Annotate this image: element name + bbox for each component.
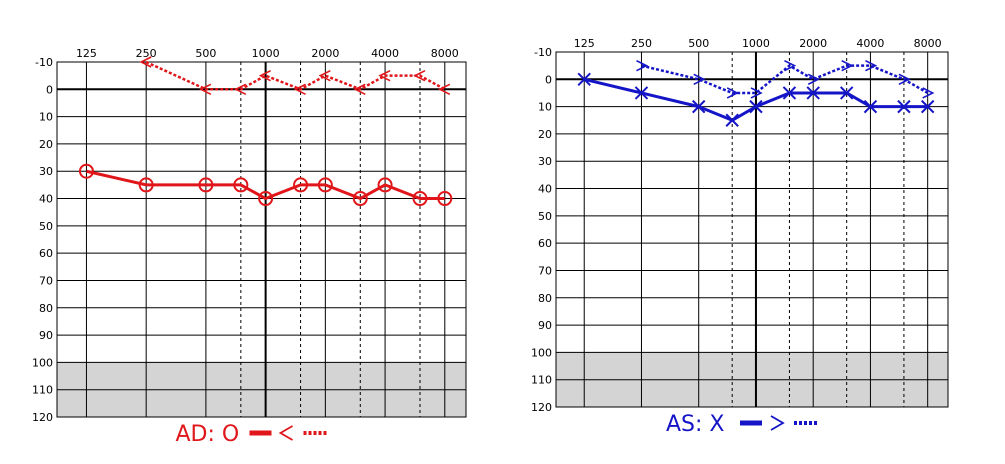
bone-marker-left bbox=[139, 56, 152, 68]
y-tick-label: 10 bbox=[39, 111, 53, 124]
y-tick-label: -10 bbox=[35, 56, 53, 69]
y-tick-label: 60 bbox=[39, 247, 53, 260]
bone-marker-left bbox=[318, 69, 331, 82]
bone-marker-right bbox=[784, 59, 797, 72]
y-tick-label: 70 bbox=[39, 274, 53, 287]
air-marker-circle bbox=[437, 191, 453, 207]
y-tick-label: 30 bbox=[39, 165, 53, 178]
y-tick-label: 10 bbox=[538, 101, 552, 114]
y-tick-label: 80 bbox=[538, 292, 552, 305]
y-tick-label: 60 bbox=[538, 237, 552, 250]
bone-marker-left bbox=[293, 83, 306, 96]
air-marker-x bbox=[634, 86, 649, 100]
y-tick-label: 70 bbox=[538, 264, 552, 277]
y-tick-label: 110 bbox=[531, 374, 552, 387]
bone-marker-left bbox=[353, 83, 366, 96]
air-marker-circle bbox=[198, 177, 214, 193]
bone-marker-right bbox=[750, 87, 763, 99]
air-marker-x bbox=[920, 99, 935, 114]
bone-marker-left bbox=[438, 83, 451, 96]
y-tick-label: 100 bbox=[531, 346, 552, 359]
x-tick-label: 2000 bbox=[799, 37, 827, 50]
bone-marker-right bbox=[922, 87, 935, 99]
air-marker-x bbox=[863, 99, 878, 114]
bone-marker-right bbox=[693, 73, 706, 86]
audiogram-right-ear: -10 0 10 20 30 40 50 60 70 80 90 100 110 120 125 250 500… bbox=[32, 47, 467, 447]
air-marker-x bbox=[839, 86, 854, 100]
y-tick-label: 50 bbox=[39, 220, 53, 233]
y-tick-label: 40 bbox=[39, 193, 53, 206]
x-tick-label: 8000 bbox=[431, 47, 459, 60]
x-tick-label: 500 bbox=[195, 47, 216, 60]
y-tick-label: 0 bbox=[545, 73, 552, 86]
air-conduction-line bbox=[86, 169, 445, 201]
air-marker-circle bbox=[377, 177, 393, 193]
air-marker-x bbox=[897, 99, 911, 114]
y-tick-label: 40 bbox=[538, 183, 552, 196]
y-tick-label: -10 bbox=[534, 46, 552, 59]
y-tick-label: 120 bbox=[32, 411, 53, 424]
x-tick-label: 1000 bbox=[252, 47, 280, 60]
legend-bone-marker bbox=[770, 415, 785, 431]
air-marker-x bbox=[577, 72, 591, 87]
air-marker-circle bbox=[138, 177, 154, 193]
y-tick-label: 100 bbox=[32, 356, 53, 369]
air-marker-x bbox=[782, 86, 797, 100]
x-tick-label: 4000 bbox=[856, 37, 884, 50]
bone-marker-right bbox=[865, 59, 878, 72]
bone-conduction-line bbox=[641, 64, 929, 95]
air-marker-x bbox=[692, 99, 706, 114]
y-tick-label: 20 bbox=[538, 128, 552, 141]
y-tick-label: 120 bbox=[531, 401, 552, 414]
legend-air-label: AD: O bbox=[176, 422, 240, 447]
y-tick-label: 90 bbox=[39, 329, 53, 342]
bone-marker-left bbox=[258, 69, 271, 82]
air-marker-circle bbox=[293, 177, 309, 193]
y-tick-label: 90 bbox=[538, 319, 552, 332]
y-tick-label: 50 bbox=[538, 210, 552, 223]
air-marker-circle bbox=[412, 191, 428, 207]
x-tick-label: 250 bbox=[631, 37, 652, 50]
y-tick-label: 20 bbox=[39, 138, 53, 151]
bone-conduction-line bbox=[145, 60, 446, 91]
air-marker-x bbox=[725, 113, 739, 127]
legend-air-label: AS: X bbox=[666, 412, 725, 437]
x-tick-label: 1000 bbox=[742, 37, 770, 50]
air-marker-circle bbox=[317, 177, 333, 193]
bone-marker-right bbox=[636, 59, 649, 72]
x-tick-label: 125 bbox=[76, 47, 97, 60]
bone-marker-left bbox=[234, 83, 247, 96]
air-marker-x bbox=[749, 99, 763, 114]
air-marker-circle bbox=[78, 163, 94, 179]
y-tick-label: 80 bbox=[39, 302, 53, 315]
x-tick-label: 2000 bbox=[311, 47, 339, 60]
x-tick-label: 4000 bbox=[371, 47, 399, 60]
bone-marker-left bbox=[378, 69, 391, 82]
plot-frame bbox=[56, 61, 467, 418]
x-tick-label: 8000 bbox=[914, 37, 942, 50]
y-tick-label: 0 bbox=[46, 83, 53, 96]
air-marker-circle bbox=[233, 177, 249, 193]
legend-bone-marker bbox=[278, 425, 293, 441]
audiogram-left-ear: -10 0 10 20 30 40 50 60 70 80 90 100 110 120 125 250 500… bbox=[531, 37, 949, 437]
bone-marker-right bbox=[898, 73, 911, 86]
x-tick-label: 250 bbox=[136, 47, 157, 60]
air-marker-x bbox=[806, 86, 820, 100]
x-tick-label: 125 bbox=[574, 37, 595, 50]
y-tick-label: 110 bbox=[32, 384, 53, 397]
air-marker-circle bbox=[352, 191, 368, 207]
bone-marker-right bbox=[726, 87, 739, 99]
bone-marker-right bbox=[841, 59, 854, 72]
plot-frame bbox=[555, 51, 949, 408]
bone-marker-right bbox=[807, 73, 820, 86]
x-tick-label: 500 bbox=[688, 37, 709, 50]
bone-marker-left bbox=[413, 69, 426, 82]
air-marker-circle bbox=[258, 191, 274, 207]
bone-marker-left bbox=[199, 83, 212, 96]
y-tick-label: 30 bbox=[538, 155, 552, 168]
